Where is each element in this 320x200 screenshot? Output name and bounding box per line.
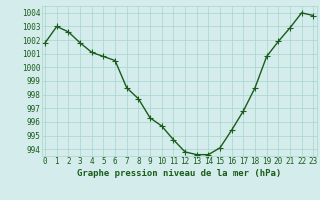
X-axis label: Graphe pression niveau de la mer (hPa): Graphe pression niveau de la mer (hPa) [77,169,281,178]
